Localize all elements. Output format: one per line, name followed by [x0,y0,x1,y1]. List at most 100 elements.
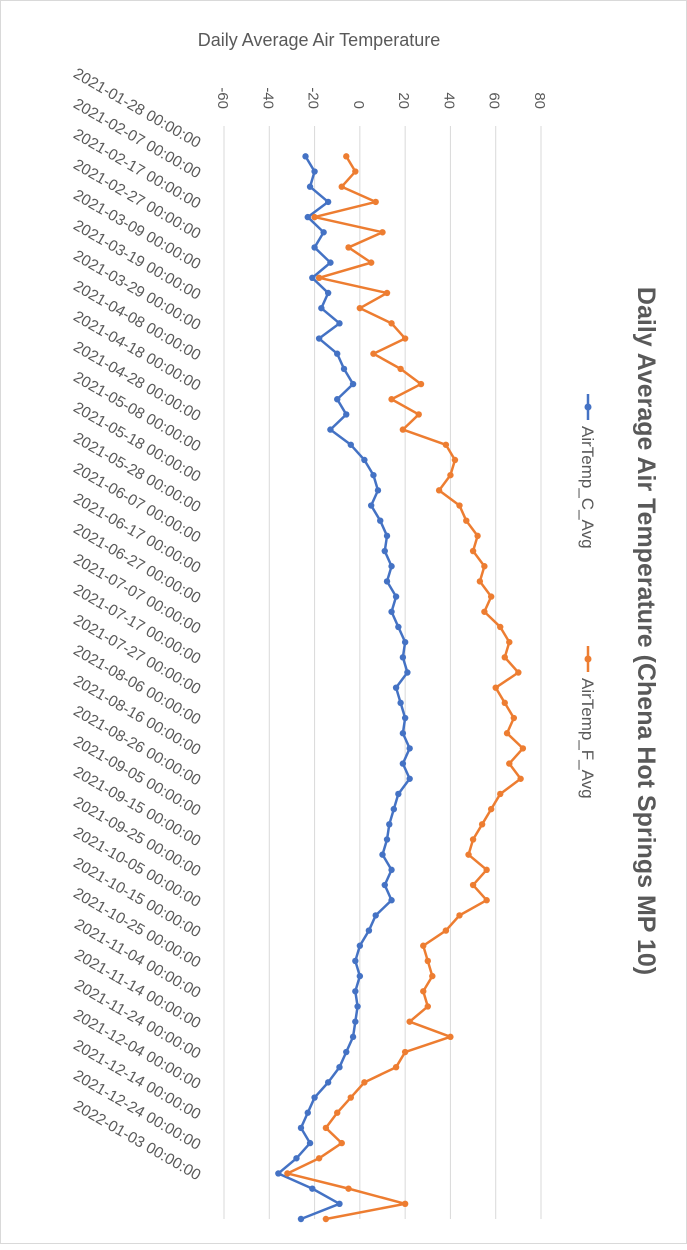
data-point [384,836,390,842]
data-point [515,669,521,675]
data-point [382,548,388,554]
data-point [384,578,390,584]
data-point [406,776,412,782]
data-point [357,973,363,979]
data-point [352,988,358,994]
data-point [402,715,408,721]
data-point [334,351,340,357]
data-point [361,457,367,463]
data-point [443,442,449,448]
data-point [520,745,526,751]
data-point [404,669,410,675]
data-point [307,184,313,190]
data-point [327,426,333,432]
y-tick-labels: -60 -40 -20 0 20 40 60 80 [214,87,548,109]
data-point [311,1094,317,1100]
data-point [436,487,442,493]
data-point [384,290,390,296]
data-point [352,1018,358,1024]
data-point [388,320,394,326]
data-point [481,609,487,615]
data-point [379,229,385,235]
data-point [400,730,406,736]
data-point [379,851,385,857]
data-point [395,791,401,797]
data-point [339,184,345,190]
data-point [366,927,372,933]
data-point [447,1034,453,1040]
data-point [336,1201,342,1207]
data-point [388,396,394,402]
data-point [320,229,326,235]
data-point [470,548,476,554]
series-line [278,156,409,1219]
data-point [400,760,406,766]
data-point [456,912,462,918]
data-point [488,593,494,599]
data-point [402,1049,408,1055]
data-point [425,958,431,964]
gridlines [224,126,541,1219]
data-point [481,563,487,569]
data-point [318,305,324,311]
data-point [302,153,308,159]
data-point [373,199,379,205]
y-axis-title: Daily Average Air Temperature [198,30,440,50]
data-point [377,517,383,523]
y-tick-label: 20 [395,92,412,109]
data-point [420,988,426,994]
data-point [293,1155,299,1161]
data-point [393,684,399,690]
data-point [354,1003,360,1009]
data-point [311,244,317,250]
data-point [382,882,388,888]
data-point [343,153,349,159]
data-point [305,1110,311,1116]
y-tick-label: 0 [350,101,367,109]
data-point [323,1125,329,1131]
data-point [345,1185,351,1191]
data-point [397,366,403,372]
legend: AirTemp_C_Avg AirTemp_F_Avg [578,394,597,799]
y-tick-label: 40 [440,92,457,109]
data-point [406,745,412,751]
data-point [307,1140,313,1146]
data-point [502,654,508,660]
data-point [325,199,331,205]
data-point [325,1079,331,1085]
data-point [368,259,374,265]
data-point [406,1018,412,1024]
data-point [506,639,512,645]
data-point [388,897,394,903]
data-point [334,396,340,402]
data-point [327,259,333,265]
data-point [345,244,351,250]
y-tick-label: 60 [486,92,503,109]
data-point [497,624,503,630]
series-layer [275,153,526,1222]
data-point [298,1216,304,1222]
legend-label: AirTemp_F_Avg [578,678,597,799]
data-point [395,624,401,630]
data-point [393,593,399,599]
data-point [384,533,390,539]
y-tick-label: 80 [531,92,548,109]
data-point [402,335,408,341]
data-point [470,836,476,842]
data-point [375,487,381,493]
data-point [348,442,354,448]
data-point [388,867,394,873]
data-point [311,168,317,174]
data-point [463,517,469,523]
data-point [402,639,408,645]
data-point [452,457,458,463]
data-point [352,958,358,964]
data-point [370,472,376,478]
data-point [493,684,499,690]
chart-title: Daily Average Air Temperature (Chena Hot… [632,287,660,975]
data-point [336,1064,342,1070]
data-point [416,411,422,417]
data-point [400,654,406,660]
